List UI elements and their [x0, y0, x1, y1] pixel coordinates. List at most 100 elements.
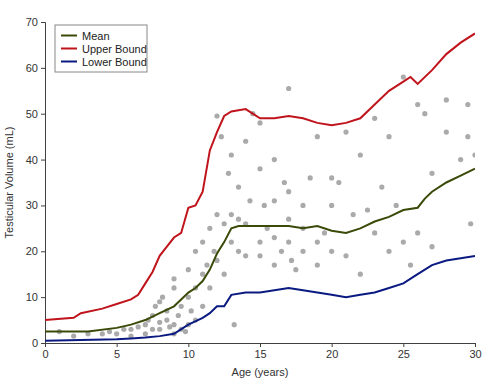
scatter-point	[143, 331, 148, 336]
scatter-point	[257, 240, 262, 245]
scatter-point	[214, 113, 219, 118]
tick: 0	[42, 343, 48, 360]
tick: 0	[32, 337, 45, 349]
scatter-point	[229, 240, 234, 245]
scatter-point	[272, 157, 277, 162]
tick-label: 20	[326, 348, 338, 360]
scatter-point	[157, 327, 162, 332]
scatter-point	[289, 258, 294, 263]
scatter-point	[200, 272, 205, 277]
scatter-point	[193, 249, 198, 254]
tick-label: 0	[32, 337, 38, 349]
scatter-point	[128, 327, 133, 332]
scatter-point	[236, 249, 241, 254]
tick-mark	[41, 114, 45, 115]
tick: 10	[26, 291, 45, 303]
scatter-point	[386, 134, 391, 139]
scatter-point	[186, 267, 191, 272]
scatter-point	[358, 272, 363, 277]
tick: 15	[254, 343, 266, 360]
legend-swatch	[61, 61, 77, 63]
tick-mark	[260, 343, 261, 347]
scatter-point	[465, 102, 470, 107]
scatter-point	[204, 262, 209, 267]
x-axis-title: Age (years)	[232, 366, 289, 378]
legend-swatch	[61, 35, 77, 37]
scatter-point	[272, 198, 277, 203]
scatter-point	[229, 152, 234, 157]
scatter-point	[257, 253, 262, 258]
scatter-point	[300, 203, 305, 208]
scatter-point	[315, 240, 320, 245]
scatter-point	[171, 276, 176, 281]
scatter-point	[183, 329, 188, 334]
tick-label: 10	[183, 348, 195, 360]
tick-mark	[475, 343, 476, 347]
legend-label: Mean	[82, 30, 110, 42]
tick-mark	[403, 343, 404, 347]
scatter-point	[415, 230, 420, 235]
tick: 10	[183, 343, 195, 360]
scatter-point	[200, 304, 205, 309]
tick-mark	[188, 343, 189, 347]
tick: 30	[26, 199, 45, 211]
tick: 70	[26, 16, 45, 28]
scatter-point	[282, 180, 287, 185]
scatter-point	[465, 134, 470, 139]
scatter-point	[322, 230, 327, 235]
tick: 30	[469, 343, 481, 360]
scatter-point	[422, 111, 427, 116]
scatter-point	[243, 253, 248, 258]
legend-swatch	[61, 48, 77, 50]
y-axis: 010203040506070	[26, 16, 46, 349]
tick-label: 30	[469, 348, 481, 360]
scatter-point	[329, 175, 334, 180]
scatter-point	[222, 221, 227, 226]
scatter-point	[429, 171, 434, 176]
scatter-point	[257, 120, 262, 125]
scatter-point	[143, 322, 148, 327]
tick-mark	[41, 205, 45, 206]
scatter-point	[329, 203, 334, 208]
tick: 50	[26, 108, 45, 120]
legend-frame	[55, 25, 147, 72]
scatter-point	[286, 86, 291, 91]
scatter-point	[386, 249, 391, 254]
scatter-point	[247, 198, 252, 203]
scatter-point	[458, 157, 463, 162]
scatter-point	[468, 221, 473, 226]
tick-mark	[41, 22, 45, 23]
scatter-point	[150, 327, 155, 332]
tick-mark	[41, 297, 45, 298]
scatter-point	[114, 331, 119, 336]
tick-label: 20	[26, 245, 38, 257]
scatter-point	[351, 212, 356, 217]
scatter-point	[394, 203, 399, 208]
scatter-point	[136, 324, 141, 329]
scatter-point	[200, 240, 205, 245]
scatter-point	[286, 189, 291, 194]
scatter-point	[207, 226, 212, 231]
scatter-point	[71, 334, 76, 339]
scatter-point	[272, 235, 277, 240]
x-axis: 051015202530	[42, 343, 481, 360]
scatter-point	[444, 97, 449, 102]
tick-label: 5	[114, 348, 120, 360]
scatter-point	[358, 152, 363, 157]
scatter-point	[189, 308, 194, 313]
tick-mark	[41, 160, 45, 161]
scatter-point	[329, 249, 334, 254]
axis-line	[46, 344, 476, 348]
legend-label: Upper Bound	[82, 43, 147, 55]
tick-label: 50	[26, 108, 38, 120]
scatter-point	[157, 299, 162, 304]
scatter-point	[408, 262, 413, 267]
scatter-point	[315, 262, 320, 267]
tick: 20	[26, 245, 45, 257]
scatter-point	[229, 212, 234, 217]
plot: 051015202530010203040506070	[26, 16, 482, 360]
scatter-point	[272, 262, 277, 267]
tick-mark	[332, 343, 333, 347]
scatter-point	[212, 249, 217, 254]
line-series	[45, 33, 475, 320]
